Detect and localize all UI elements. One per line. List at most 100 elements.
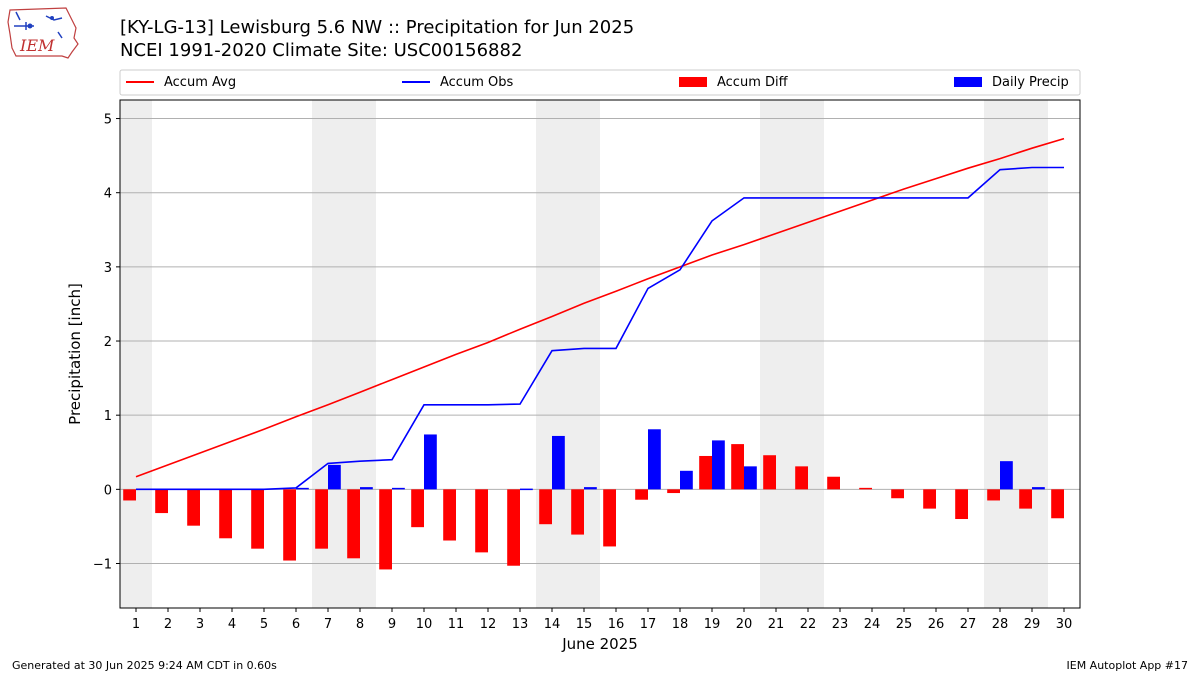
accum-diff-bar: [635, 489, 648, 500]
x-tick-label: 26: [928, 617, 945, 632]
accum-diff-bar: [315, 489, 328, 549]
accum-diff-bar: [795, 466, 808, 490]
accum-diff-bar: [731, 444, 744, 490]
daily-precip-bar: [552, 435, 565, 490]
x-tick-label: 22: [800, 617, 817, 632]
x-tick-label: 30: [1056, 617, 1073, 632]
daily-precip-bar: [296, 487, 309, 490]
plot-frame: [119, 99, 1081, 609]
accum-diff-bar: [603, 489, 616, 547]
accum-diff-bar: [859, 487, 872, 490]
x-tick-label: 11: [448, 617, 465, 632]
accum-diff-bar: [987, 489, 1000, 501]
y-tick-label: −1: [93, 558, 112, 573]
weekend-shading: [984, 100, 1048, 608]
x-tick-label: 10: [416, 617, 433, 632]
legend-label: Daily Precip: [992, 75, 1069, 90]
accum-diff-bar: [283, 489, 296, 561]
x-tick-label: 9: [388, 617, 396, 632]
x-tick-label: 17: [640, 617, 657, 632]
x-tick-label: 8: [356, 617, 364, 632]
accum-obs-line: [136, 166, 1064, 491]
y-tick-label: 4: [104, 187, 112, 202]
accum-diff-bar: [347, 489, 360, 559]
x-tick-label: 13: [512, 617, 529, 632]
accum-diff-bar: [123, 489, 136, 501]
x-tick-label: 2: [164, 617, 172, 632]
legend-label: Accum Obs: [440, 75, 513, 90]
x-tick-label: 29: [1024, 617, 1041, 632]
x-tick-label: 15: [576, 617, 593, 632]
accum-diff-bar: [155, 489, 168, 514]
weekend-shading: [120, 100, 152, 608]
legend-label: Accum Avg: [164, 75, 236, 90]
daily-precip-bar: [1000, 461, 1013, 490]
accum-avg-line: [135, 137, 1065, 478]
x-tick-label: 19: [704, 617, 721, 632]
x-tick-label: 3: [196, 617, 204, 632]
legend-box: [119, 69, 1081, 96]
daily-precip-bar: [584, 487, 597, 490]
daily-precip-bar: [392, 487, 405, 490]
x-tick-label: 4: [228, 617, 236, 632]
accum-diff-bar: [571, 489, 584, 535]
x-tick-label: 20: [736, 617, 753, 632]
daily-precip-bar: [680, 470, 693, 490]
accum-diff-bar: [251, 489, 264, 549]
x-tick-label: 5: [260, 617, 268, 632]
daily-precip-bar: [328, 464, 341, 490]
weekend-shading: [760, 100, 824, 608]
x-tick-label: 18: [672, 617, 689, 632]
y-tick-label: 1: [104, 409, 112, 424]
x-tick-label: 25: [896, 617, 913, 632]
accum-diff-bar: [1051, 489, 1064, 519]
y-axis-label: Precipitation [inch]: [66, 283, 84, 425]
daily-precip-bar: [360, 487, 373, 490]
x-tick-label: 16: [608, 617, 625, 632]
logo-lettering: IEM: [19, 36, 55, 55]
daily-precip-bar: [648, 429, 661, 490]
accum-diff-bar: [443, 489, 456, 541]
y-tick-label: 0: [104, 483, 112, 498]
x-tick-label: 21: [768, 617, 785, 632]
accum-diff-bar: [1019, 489, 1032, 509]
daily-precip-bar: [520, 488, 533, 491]
accum-diff-bar: [411, 489, 424, 528]
accum-diff-bar: [955, 489, 968, 520]
daily-precip-bar: [1032, 487, 1045, 490]
y-tick-label: 5: [104, 113, 112, 128]
accum-diff-bar: [539, 489, 552, 525]
x-tick-label: 1: [132, 617, 140, 632]
x-tick-label: 12: [480, 617, 497, 632]
accum-diff-bar: [923, 489, 936, 509]
accum-diff-bar: [507, 489, 520, 566]
x-tick-label: 6: [292, 617, 300, 632]
legend-swatch-bar: [954, 77, 982, 87]
y-tick-label: 2: [104, 335, 112, 350]
accum-diff-bar: [475, 489, 488, 553]
app-label: IEM Autoplot App #17: [1066, 659, 1189, 672]
x-tick-label: 27: [960, 617, 977, 632]
accum-diff-bar: [699, 455, 712, 490]
accum-diff-bar: [827, 476, 840, 490]
accum-diff-bar: [891, 489, 904, 499]
x-tick-label: 28: [992, 617, 1009, 632]
accum-diff-bar: [667, 489, 680, 494]
iem-logo: IEM: [6, 4, 82, 60]
x-tick-label: 7: [324, 617, 332, 632]
chart-title: [KY-LG-13] Lewisburg 5.6 NW :: Precipita…: [120, 17, 635, 38]
x-tick-label: 23: [832, 617, 849, 632]
accum-diff-bar: [379, 489, 392, 570]
generated-timestamp: Generated at 30 Jun 2025 9:24 AM CDT in …: [12, 659, 277, 672]
daily-precip-bar: [744, 466, 757, 490]
accum-diff-bar: [219, 489, 232, 539]
x-tick-label: 24: [864, 617, 881, 632]
accum-diff-bar: [763, 455, 776, 490]
daily-precip-bar: [712, 440, 725, 490]
daily-precip-bar: [424, 434, 437, 490]
accum-diff-bar: [187, 489, 200, 526]
weekend-shading: [536, 100, 600, 608]
x-axis-label: June 2025: [561, 635, 638, 653]
legend-label: Accum Diff: [717, 75, 789, 90]
